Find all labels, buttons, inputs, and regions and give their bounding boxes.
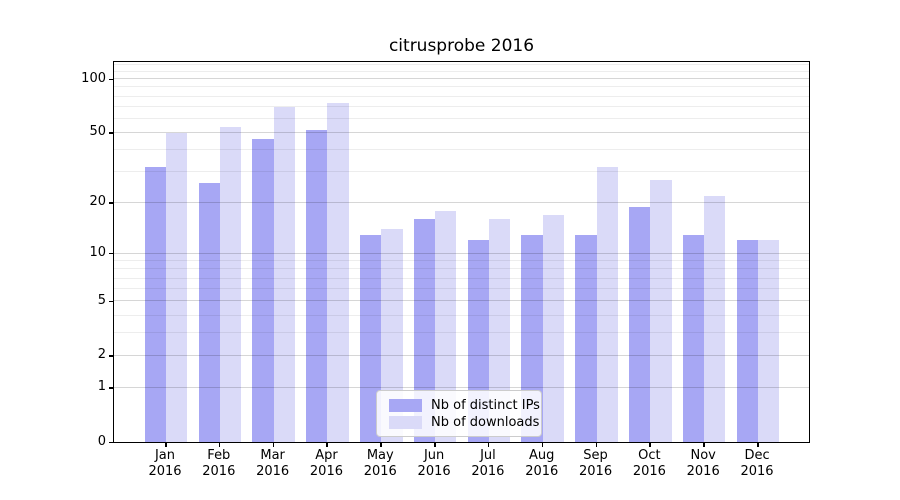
x-tick-mark-aug bbox=[541, 443, 544, 447]
bar-downloads-nov bbox=[704, 195, 726, 442]
bar-distinct-ips-jan bbox=[144, 167, 166, 442]
y-tick-mark-0 bbox=[109, 441, 113, 443]
gridline-2 bbox=[114, 354, 809, 356]
gridline-6 bbox=[114, 288, 809, 289]
y-tick-mark-100 bbox=[109, 78, 113, 81]
x-tick-label-jul: Jul 2016 bbox=[471, 448, 505, 479]
y-tick-mark-2 bbox=[109, 355, 113, 357]
bar-downloads-may bbox=[381, 229, 403, 442]
gridline-100 bbox=[114, 78, 809, 80]
bar-downloads-dec bbox=[758, 240, 780, 442]
x-tick-mark-feb bbox=[218, 443, 221, 447]
gridline-70 bbox=[114, 105, 809, 107]
bar-distinct-ips-dec bbox=[736, 240, 759, 442]
bar-downloads-feb bbox=[219, 126, 242, 442]
x-tick-mark-may bbox=[380, 443, 382, 447]
gridline-110 bbox=[114, 70, 809, 72]
x-tick-mark-nov bbox=[703, 443, 705, 447]
legend-swatch-downloads bbox=[389, 416, 422, 429]
bar-downloads-sep bbox=[596, 167, 618, 442]
legend-label-downloads: Nb of downloads bbox=[431, 415, 540, 430]
bar-distinct-ips-nov bbox=[682, 234, 705, 442]
gridline-50 bbox=[114, 131, 809, 133]
legend-entry-downloads: Nb of downloads bbox=[389, 415, 539, 430]
x-tick-label-feb: Feb 2016 bbox=[202, 448, 236, 479]
x-tick-label-sep: Sep 2016 bbox=[579, 448, 613, 479]
plot-area bbox=[113, 61, 810, 443]
gridline-1 bbox=[114, 386, 809, 388]
x-tick-label-mar: Mar 2016 bbox=[256, 448, 290, 479]
y-tick-label-50: 50 bbox=[89, 124, 106, 140]
gridline-120 bbox=[114, 63, 809, 65]
gridline-5 bbox=[114, 300, 809, 302]
bar-downloads-oct bbox=[650, 180, 672, 442]
bar-distinct-ips-may bbox=[359, 234, 382, 442]
bar-distinct-ips-sep bbox=[575, 234, 597, 442]
bar-downloads-mar bbox=[273, 106, 295, 442]
x-tick-label-dec: Dec 2016 bbox=[740, 448, 774, 479]
x-tick-label-may: May 2016 bbox=[363, 448, 397, 479]
x-tick-mark-oct bbox=[649, 443, 651, 447]
gridline-80 bbox=[114, 95, 809, 97]
bar-downloads-aug bbox=[542, 214, 565, 442]
gridline-9 bbox=[114, 260, 809, 261]
x-tick-mark-apr bbox=[326, 443, 328, 447]
x-tick-mark-mar bbox=[272, 443, 275, 447]
y-tick-label-100: 100 bbox=[81, 70, 106, 86]
gridline-7 bbox=[114, 277, 809, 279]
x-tick-label-jan: Jan 2016 bbox=[148, 448, 182, 479]
y-tick-label-10: 10 bbox=[89, 244, 106, 260]
x-tick-mark-jul bbox=[487, 443, 490, 447]
y-tick-mark-5 bbox=[109, 300, 113, 303]
bar-distinct-ips-mar bbox=[252, 139, 274, 442]
legend: Nb of distinct IPs Nb of downloads bbox=[376, 390, 542, 437]
y-tick-label-2: 2 bbox=[97, 347, 106, 363]
x-tick-label-jun: Jun 2016 bbox=[417, 448, 451, 479]
y-tick-label-0: 0 bbox=[97, 433, 106, 449]
gridline-40 bbox=[114, 149, 809, 150]
x-tick-mark-dec bbox=[757, 443, 759, 447]
gridline-20 bbox=[114, 201, 809, 203]
bar-downloads-jan bbox=[166, 132, 188, 442]
gridline-30 bbox=[114, 171, 809, 172]
bar-distinct-ips-apr bbox=[306, 129, 328, 442]
chart-title: citrusprobe 2016 bbox=[388, 36, 535, 56]
y-tick-label-1: 1 bbox=[97, 379, 106, 394]
bar-distinct-ips-jun bbox=[413, 219, 436, 442]
x-tick-label-nov: Nov 2016 bbox=[686, 448, 720, 479]
bar-downloads-apr bbox=[327, 102, 349, 442]
legend-entry-distinct-ips: Nb of distinct IPs bbox=[389, 398, 540, 413]
gridline-8 bbox=[114, 268, 809, 270]
bar-distinct-ips-feb bbox=[198, 182, 220, 442]
y-tick-mark-10 bbox=[109, 252, 113, 255]
gridline-60 bbox=[114, 117, 809, 119]
x-tick-mark-sep bbox=[595, 443, 598, 447]
y-tick-mark-20 bbox=[109, 202, 113, 204]
bar-distinct-ips-oct bbox=[629, 206, 651, 442]
bar-downloads-jun bbox=[435, 210, 457, 442]
y-tick-label-5: 5 bbox=[97, 292, 106, 308]
x-tick-label-apr: Apr 2016 bbox=[309, 448, 343, 479]
legend-swatch-distinct-ips bbox=[389, 399, 422, 412]
gridline-10 bbox=[114, 252, 809, 254]
y-tick-mark-50 bbox=[109, 132, 113, 134]
gridline-4 bbox=[114, 314, 809, 316]
x-tick-mark-jun bbox=[434, 443, 436, 447]
legend-label-distinct-ips: Nb of distinct IPs bbox=[431, 398, 540, 413]
y-tick-mark-1 bbox=[109, 387, 113, 389]
x-tick-mark-jan bbox=[165, 443, 167, 447]
bar-downloads-jul bbox=[488, 219, 511, 442]
gridline-3 bbox=[114, 332, 809, 333]
x-tick-label-aug: Aug 2016 bbox=[525, 448, 559, 479]
y-tick-label-20: 20 bbox=[89, 194, 106, 210]
x-tick-label-oct: Oct 2016 bbox=[632, 448, 666, 479]
gridline-90 bbox=[114, 86, 809, 88]
